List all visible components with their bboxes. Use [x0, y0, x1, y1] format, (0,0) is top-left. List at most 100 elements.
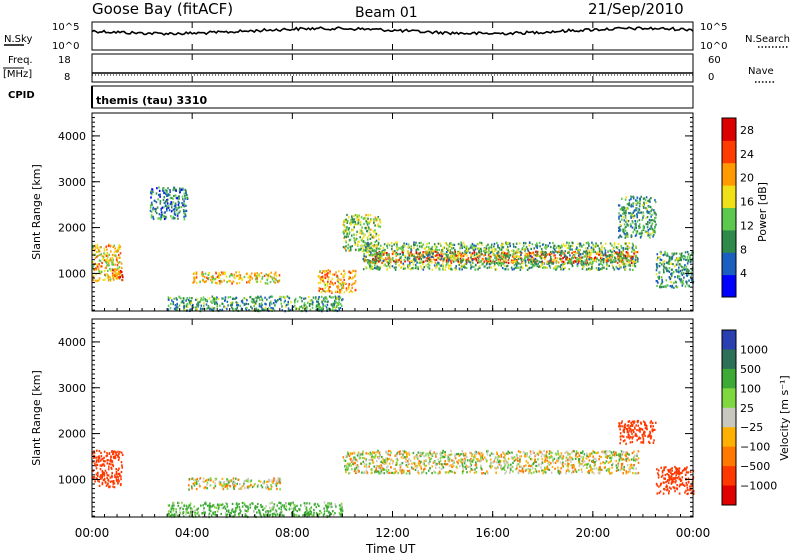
scatter-cell [520, 259, 523, 262]
scatter-cell [93, 456, 95, 459]
scatter-cell [489, 263, 492, 266]
scatter-cell [202, 504, 204, 507]
scatter-cell [659, 286, 661, 289]
scatter-cell [250, 300, 253, 303]
scatter-cell [485, 259, 488, 262]
scatter-cell [567, 258, 570, 261]
scatter-cell [420, 258, 422, 261]
scatter-cell [475, 257, 477, 260]
scatter-cell [554, 452, 557, 455]
scatter-cell [464, 258, 466, 261]
scatter-cell [169, 189, 171, 192]
scatter-cell [199, 485, 201, 488]
scatter-cell [498, 463, 501, 466]
scatter-cell [641, 229, 643, 233]
scatter-cell [499, 248, 501, 251]
scatter-cell [571, 244, 574, 248]
scatter-cell [202, 477, 205, 480]
scatter-cell [365, 469, 368, 472]
scatter-cell [462, 465, 464, 468]
scatter-cell [536, 251, 539, 254]
scatter-cell [628, 242, 631, 245]
scatter-cell [536, 246, 539, 249]
scatter-cell [566, 258, 568, 261]
scatter-cell [539, 255, 541, 258]
scatter-cell [215, 301, 218, 304]
scatter-cell [195, 309, 197, 312]
scatter-cell [294, 506, 297, 509]
scatter-cell [322, 514, 325, 517]
scatter-cell [110, 250, 112, 253]
scatter-cell [483, 456, 486, 459]
scatter-cell [483, 260, 486, 263]
scatter-cell [368, 245, 371, 248]
scatter-cell [185, 305, 188, 308]
scatter-cell [508, 256, 510, 259]
scatter-cell [213, 297, 215, 300]
scatter-cell [256, 280, 259, 283]
power-scatter [92, 186, 695, 313]
scatter-cell [247, 280, 250, 283]
scatter-cell [226, 281, 228, 284]
scatter-cell [629, 223, 632, 226]
scatter-cell [545, 450, 548, 454]
scatter-cell [422, 268, 425, 271]
scatter-cell [623, 206, 626, 209]
scatter-cell [363, 249, 365, 252]
scatter-cell [571, 248, 573, 251]
scatter-cell [253, 301, 256, 304]
scatter-cell [686, 258, 688, 261]
scatter-cell [346, 226, 348, 229]
scatter-cell [592, 261, 594, 264]
scatter-cell [444, 268, 447, 271]
scatter-cell [485, 458, 487, 461]
scatter-cell [373, 245, 375, 248]
scatter-cell [281, 510, 283, 514]
scatter-cell [345, 227, 348, 230]
scatter-cell [373, 221, 375, 224]
scatter-cell [613, 243, 616, 246]
scatter-cell [228, 275, 231, 278]
scatter-cell [368, 254, 370, 257]
scatter-cell [654, 217, 656, 220]
scatter-cell [507, 457, 510, 460]
scatter-cell [563, 252, 566, 255]
scatter-cell [322, 277, 324, 281]
scatter-cell [488, 249, 490, 252]
scatter-cell [337, 297, 339, 300]
scatter-cell [197, 305, 199, 308]
scatter-cell [119, 256, 121, 259]
scatter-cell [629, 268, 631, 271]
scatter-cell [601, 250, 603, 253]
scatter-cell [496, 241, 498, 245]
scatter-cell [436, 262, 438, 265]
scatter-cell [107, 276, 110, 279]
scatter-cell [652, 233, 655, 237]
scatter-cell [396, 243, 398, 246]
scatter-cell [224, 296, 227, 299]
scatter-cell [112, 480, 115, 483]
scatter-cell [348, 227, 350, 230]
scatter-cell [581, 261, 583, 265]
scatter-cell [118, 472, 121, 475]
scatter-cell [334, 503, 337, 506]
scatter-cell [505, 248, 508, 251]
scatter-cell [240, 309, 243, 312]
scatter-cell [480, 253, 483, 256]
scatter-cell [283, 301, 286, 304]
scatter-cell [599, 252, 602, 255]
scatter-cell [488, 256, 491, 259]
scatter-cell [313, 511, 315, 514]
scatter-cell [191, 477, 193, 481]
scatter-cell [475, 255, 478, 258]
scatter-cell [601, 257, 603, 260]
scatter-cell [486, 450, 488, 453]
scatter-cell [352, 276, 354, 279]
scatter-cell [245, 479, 248, 482]
scatter-cell [257, 502, 259, 506]
scatter-cell [511, 261, 513, 264]
scatter-cell [672, 270, 675, 273]
scatter-cell [533, 451, 535, 455]
scatter-cell [428, 261, 431, 264]
scatter-cell [590, 452, 593, 455]
